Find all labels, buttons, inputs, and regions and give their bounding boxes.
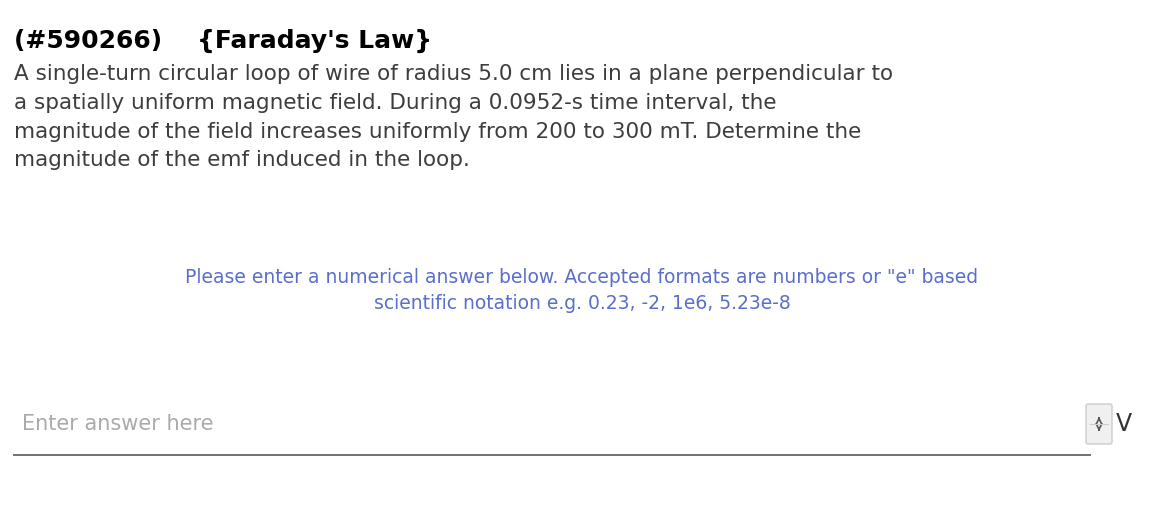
Text: V: V <box>1116 412 1133 436</box>
FancyBboxPatch shape <box>1086 404 1112 444</box>
Text: Please enter a numerical answer below. Accepted formats are numbers or "e" based: Please enter a numerical answer below. A… <box>185 268 979 287</box>
Text: scientific notation e.g. 0.23, -2, 1e6, 5.23e-8: scientific notation e.g. 0.23, -2, 1e6, … <box>374 294 790 313</box>
Text: (#590266)    {Faraday's Law}: (#590266) {Faraday's Law} <box>14 29 432 53</box>
Text: A single-turn circular loop of wire of radius 5.0 cm lies in a plane perpendicul: A single-turn circular loop of wire of r… <box>14 64 893 170</box>
Text: Enter answer here: Enter answer here <box>22 414 213 434</box>
